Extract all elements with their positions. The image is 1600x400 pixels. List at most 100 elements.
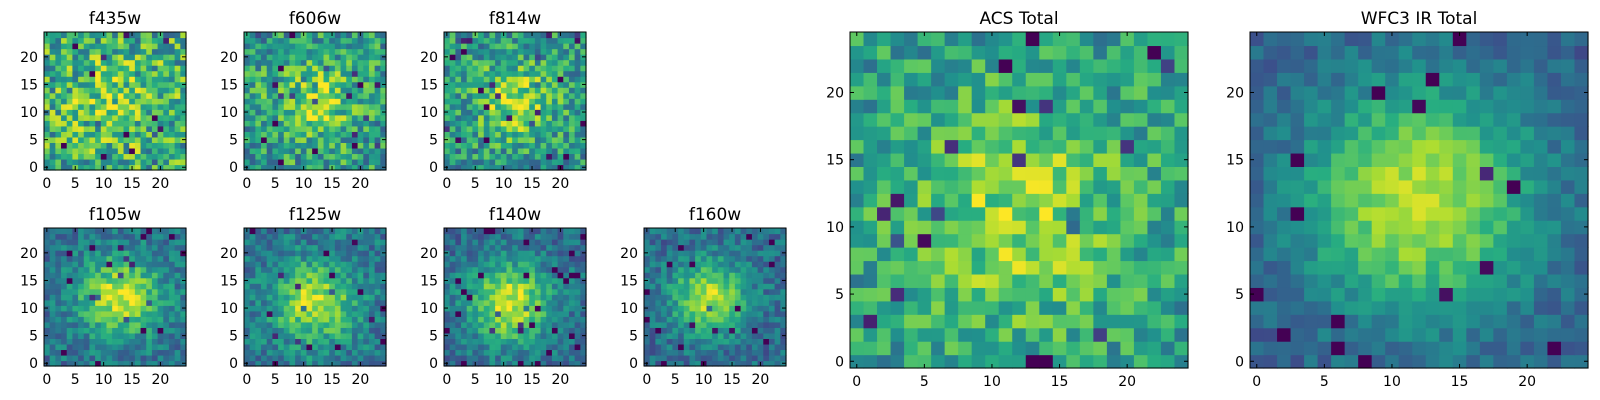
heatmap-cell [363,103,370,110]
heatmap-cell [546,327,553,334]
heatmap-cell [351,316,359,323]
heatmap-cell [100,103,108,110]
heatmap-cell [706,349,713,356]
heatmap-cell [289,343,296,351]
heatmap-cell [78,76,85,83]
heatmap-cell [146,349,153,356]
heatmap-cell [1133,327,1149,342]
heatmap-cell [272,310,279,317]
heatmap-cell [449,354,456,362]
heatmap-cell [1120,260,1135,275]
heatmap-cell [289,153,296,160]
heatmap-cell [723,343,730,351]
heatmap-cell [117,125,125,132]
heatmap-cell [546,136,553,143]
heatmap-cell [661,294,668,301]
heatmap-cell [734,277,742,284]
heatmap-cell [449,272,456,279]
heatmap-cell [112,244,119,251]
heatmap-cell [180,233,187,240]
heatmap-cell [551,43,559,50]
heatmap-cell [449,87,456,94]
heatmap-cell [374,76,381,83]
heatmap-cell [295,76,302,83]
heatmap-cell [695,228,702,235]
heatmap-cell [151,70,159,77]
heatmap-cell [574,37,581,44]
heatmap-cell [112,32,119,39]
heatmap-cell [255,354,262,362]
heatmap-cell [931,193,946,208]
heatmap-cell [261,288,268,295]
heatmap-cell [1160,220,1176,235]
heatmap-cell [466,338,473,345]
heatmap-cell [449,327,456,334]
heatmap-cell [551,277,559,284]
y-tick-label: 5 [29,133,38,149]
heatmap-cell [146,70,153,77]
heatmap-cell [334,266,342,273]
heatmap-cell [723,244,730,251]
heatmap-cell [283,250,291,257]
heatmap-cell [757,261,764,268]
heatmap-cell [351,103,359,110]
heatmap-cell [134,87,142,94]
heatmap-cell [363,332,370,339]
heatmap-cell [506,277,513,284]
x-tick-label: 10 [295,176,313,192]
heatmap-cell [151,32,159,39]
heatmap-cell [106,32,113,39]
heatmap-cell [312,164,319,171]
heatmap-cell [100,92,108,99]
heatmap-cell [678,332,685,339]
heatmap-cell [850,193,865,208]
heatmap-cell [123,103,130,110]
heatmap-cell [129,70,136,77]
heatmap-cell [306,153,313,160]
heatmap-cell [774,288,781,295]
heatmap-cell [123,70,130,77]
heatmap-cell [483,59,491,66]
heatmap-cell [712,233,719,240]
heatmap-cell [540,43,547,50]
heatmap-cell [151,43,159,50]
heatmap-cell [534,327,542,334]
heatmap-cell [1160,260,1176,275]
heatmap-cell [568,103,576,110]
heatmap-cell [174,233,181,240]
heatmap-cell [368,272,376,279]
heatmap-cell [563,332,570,339]
heatmap-cell [61,321,68,328]
heatmap-cell [261,261,268,268]
heatmap-cell [117,244,125,251]
heatmap-cell [568,349,576,356]
heatmap-cell [89,288,96,295]
heatmap-cell [478,70,485,77]
heatmap-cell [78,87,85,94]
heatmap-cell [455,228,462,235]
heatmap-cell [157,103,164,110]
heatmap-cell [666,321,673,328]
y-tick-label: 20 [420,246,438,262]
heatmap-cell [472,142,479,149]
heatmap-cell [368,349,376,356]
heatmap-cell [774,261,781,268]
heatmap-cell [44,98,51,105]
heatmap-cell [163,332,170,339]
heatmap-cell [340,103,347,110]
heatmap-cell [117,43,125,50]
heatmap-cell [368,244,376,251]
heatmap-cell [998,327,1013,342]
heatmap-cell [557,332,564,339]
heatmap-cell [717,316,725,323]
heatmap-cell [83,76,91,83]
heatmap-cell [323,164,330,171]
heatmap-cell [106,299,113,306]
heatmap-cell [174,164,181,171]
heatmap-cell [157,65,164,72]
heatmap-cell [472,288,479,295]
heatmap-cell [61,103,68,110]
heatmap-cell [112,327,119,334]
x-tick-label: 15 [523,176,541,192]
y-tick-label: 0 [629,356,638,372]
